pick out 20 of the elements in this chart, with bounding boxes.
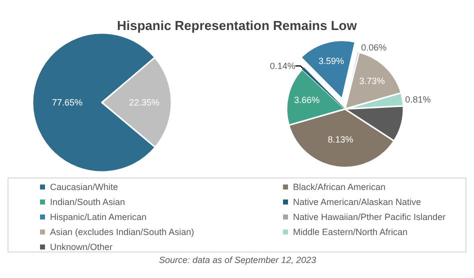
legend-label: Black/African American <box>293 182 386 192</box>
data-label: 8.13% <box>328 134 354 144</box>
data-label: 0.81% <box>405 94 431 104</box>
source-note: Source: data as of September 12, 2023 <box>159 255 316 265</box>
legend-label: Middle Eastern/North African <box>293 227 408 237</box>
data-label: 0.14% <box>270 60 296 71</box>
data-label: 77.65% <box>52 98 83 108</box>
legend-label: Hispanic/Latin American <box>50 212 147 222</box>
text: Hispanic Representation Remains Low <box>117 18 358 33</box>
legend-label: Indian/South Asian <box>50 197 126 207</box>
legend-label: Caucasian/White <box>50 182 118 192</box>
data-label: 3.66% <box>294 94 320 105</box>
legend-label: Unknown/Other <box>50 242 113 252</box>
data-label: 0.06% <box>361 42 387 52</box>
data-label: 3.59% <box>318 56 344 66</box>
legend-label: Native American/Alaskan Native <box>293 197 422 207</box>
data-label: 3.73% <box>359 76 385 86</box>
legend-label: Native Hawaiian/Pther Pacific Islander <box>293 212 446 222</box>
legend-label: Asian (excludes Indian/South Asian) <box>50 227 194 237</box>
data-label: 22.35% <box>128 97 160 108</box>
